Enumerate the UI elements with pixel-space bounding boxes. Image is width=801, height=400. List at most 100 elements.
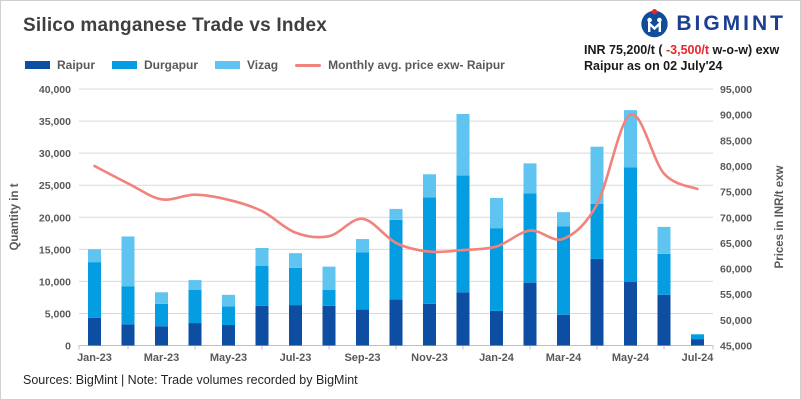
legend-label: Vizag	[247, 58, 279, 72]
chart-title: Silico manganese Trade vs Index	[23, 15, 327, 36]
legend-item-raipur: Raipur	[25, 58, 95, 72]
bar-segment-durgapur-dec-23	[456, 175, 470, 293]
bar-segment-vizag-may-23	[222, 294, 235, 307]
left-axis-tick-label: 30,000	[39, 148, 71, 160]
bar-segment-vizag-aug-23	[322, 266, 336, 290]
legend-label: Durgapur	[144, 58, 199, 72]
legend-item-durgapur: Durgapur	[112, 58, 198, 72]
bar-segment-vizag-oct-23	[389, 208, 403, 220]
legend-swatch-durgapur	[112, 61, 138, 69]
monthly-avg-price-line	[93, 113, 699, 254]
bar-segment-durgapur-jun-23	[255, 265, 269, 306]
bar-segment-vizag-jan-24	[490, 198, 503, 229]
bar-segment-durgapur-may-24	[624, 167, 637, 283]
bar-segment-vizag-mar-23	[155, 292, 168, 304]
bar-segment-vizag-jul-23	[289, 253, 302, 268]
price-annotation-line1: INR 75,200/t ( -3,500/t w-o-w) exw	[584, 43, 780, 57]
bar-segment-durgapur-feb-23	[121, 286, 135, 325]
bar-segment-raipur-jul-23	[289, 305, 302, 346]
bar-segment-vizag-sep-23	[356, 239, 369, 253]
legend-swatch-raipur	[25, 61, 50, 69]
bigmint-logo-icon	[641, 9, 669, 38]
left-axis-tick-label: 20,000	[39, 212, 71, 224]
right-axis-tick-label: 75,000	[720, 187, 752, 199]
bar-segment-vizag-nov-23	[423, 174, 436, 198]
bar-segment-raipur-apr-24	[590, 258, 604, 346]
bar-segment-raipur-mar-23	[155, 326, 168, 346]
left-axis-title: Quantity in t	[9, 183, 21, 250]
bar-segment-vizag-jul-24	[691, 333, 704, 335]
bar-segment-raipur-jan-24	[490, 310, 503, 346]
bar-segment-durgapur-apr-24	[590, 203, 604, 259]
bar-segment-vizag-feb-24	[523, 163, 537, 194]
legend-label: Raipur	[57, 58, 96, 72]
right-axis-tick-label: 60,000	[720, 264, 752, 276]
right-axis-tick-label: 80,000	[720, 161, 752, 173]
legend-swatch-vizag	[215, 61, 241, 69]
bar-segment-durgapur-jul-24	[691, 334, 704, 340]
bar-segment-durgapur-jan-23	[88, 262, 101, 318]
legend-label: Monthly avg. price exw- Raipur	[328, 58, 505, 72]
right-axis-tick-label: 50,000	[720, 315, 752, 327]
bar-segment-durgapur-feb-24	[523, 193, 537, 283]
x-axis-tick-label: Jul-24	[682, 352, 715, 364]
bar-segment-raipur-oct-23	[389, 299, 403, 346]
bar-segment-vizag-may-24	[624, 110, 637, 168]
bar-segment-raipur-feb-24	[523, 282, 537, 346]
bar-segment-raipur-jan-23	[88, 317, 101, 346]
left-axis-tick-label: 25,000	[39, 180, 71, 192]
right-axis-tick-label: 95,000	[720, 84, 752, 96]
right-axis-tick-label: 90,000	[720, 110, 752, 122]
bar-segment-vizag-jan-23	[88, 249, 101, 263]
x-axis-tick-label: Sep-23	[344, 352, 380, 364]
bar-segment-vizag-jun-23	[255, 248, 269, 266]
left-axis-tick-label: 35,000	[39, 116, 71, 128]
x-axis-tick-label: Jul-23	[280, 352, 312, 364]
bar-segment-vizag-feb-23	[121, 236, 135, 287]
right-axis-tick-label: 65,000	[720, 238, 752, 250]
bar-segment-vizag-apr-23	[188, 280, 202, 290]
left-axis-tick-label: 10,000	[39, 276, 71, 288]
price-change-value: -3,500/t	[665, 43, 710, 57]
bar-segment-durgapur-sep-23	[356, 252, 369, 310]
bar-segment-durgapur-jan-24	[490, 228, 503, 311]
bar-segment-raipur-sep-23	[356, 309, 369, 346]
bar-segment-durgapur-jun-24	[657, 253, 671, 295]
legend-swatch-price-line	[295, 63, 322, 67]
bar-segment-raipur-jun-24	[657, 294, 671, 346]
bigmint-logo: BIGMINT	[639, 7, 786, 40]
bar-segment-durgapur-jul-23	[289, 267, 302, 306]
bar-segment-raipur-may-23	[222, 324, 235, 346]
left-axis-tick-label: 0	[65, 341, 71, 353]
bar-segment-durgapur-mar-23	[155, 303, 168, 327]
price-annotation: INR 75,200/t ( -3,500/t w-o-w) exw Raipu…	[584, 42, 779, 74]
left-axis-tick-label: 40,000	[39, 84, 71, 96]
x-axis-tick-label: May-23	[210, 352, 247, 364]
x-axis-tick-label: Nov-23	[411, 352, 448, 364]
left-axis-tick-label: 5,000	[45, 308, 71, 320]
bar-segment-raipur-mar-24	[557, 314, 570, 346]
right-axis-tick-label: 70,000	[720, 212, 752, 224]
left-axis-tick-label: 15,000	[39, 244, 71, 256]
bar-segment-raipur-nov-23	[423, 303, 436, 346]
bar-segment-durgapur-aug-23	[322, 289, 336, 306]
bar-segment-vizag-apr-24	[590, 146, 604, 204]
bar-segment-raipur-dec-23	[456, 292, 470, 346]
bigmint-logo-text: BIGMINT	[676, 11, 786, 35]
x-axis-tick-label: May-24	[612, 352, 650, 364]
bar-segment-raipur-may-24	[624, 282, 637, 346]
right-axis-tick-label: 85,000	[720, 135, 752, 147]
source-note: Sources: BigMint | Note: Trade volumes r…	[23, 373, 358, 387]
bar-segment-durgapur-mar-24	[557, 226, 570, 315]
bar-segment-raipur-jul-24	[691, 339, 704, 346]
right-axis-tick-label: 45,000	[720, 341, 752, 353]
legend-item-vizag: Vizag	[215, 58, 278, 72]
x-axis-tick-label: Mar-24	[546, 352, 582, 364]
right-axis-tick-label: 55,000	[720, 289, 752, 301]
bar-segment-vizag-dec-23	[456, 114, 470, 176]
bar-segment-durgapur-may-23	[222, 306, 235, 325]
bar-segment-vizag-mar-24	[557, 212, 570, 227]
chart-legend: Raipur Durgapur Vizag Monthly avg. price…	[25, 58, 505, 72]
